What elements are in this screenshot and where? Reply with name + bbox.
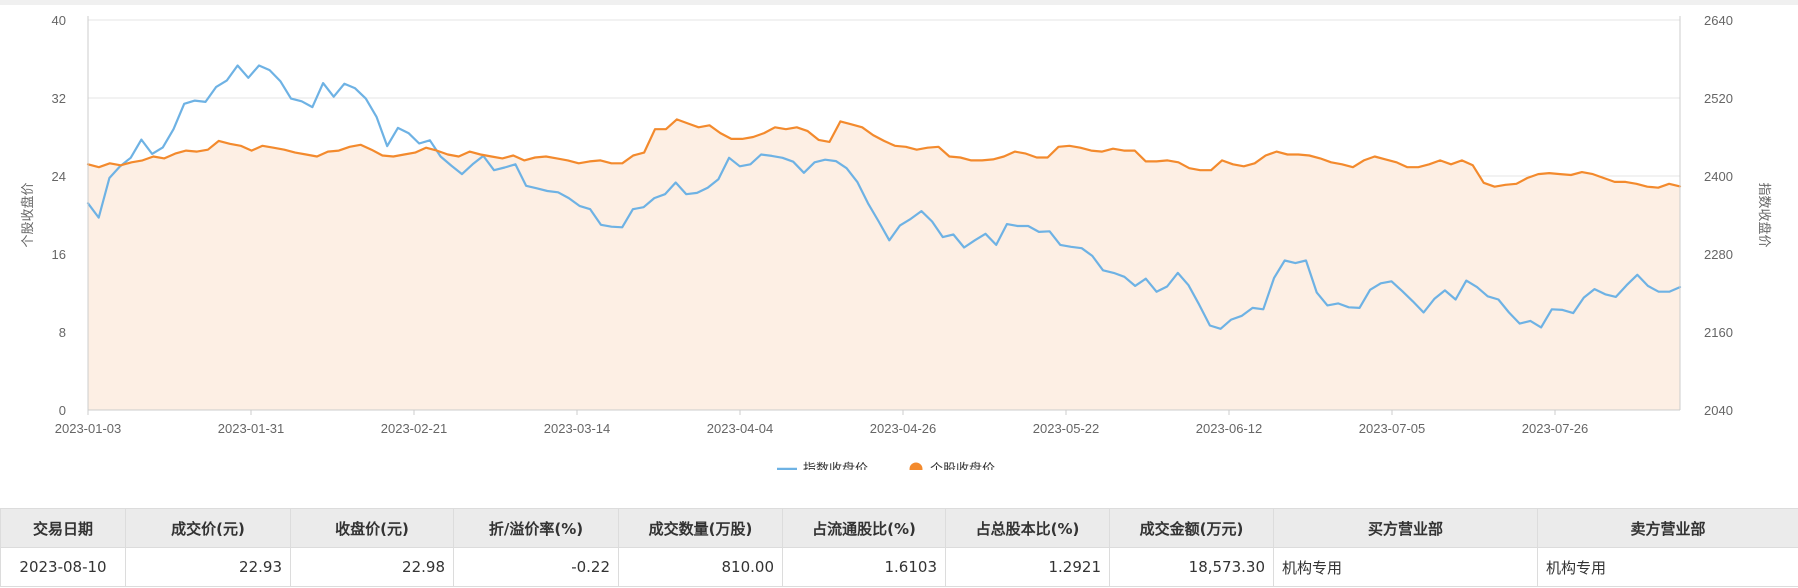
chart-legend[interactable]: 指数收盘价 个股收盘价	[777, 461, 995, 470]
cell-premium-rate: -0.22	[453, 547, 619, 587]
axes: 0 8 16 24 32 40 2040 2160 2280 2400 2520 2640 2023-0…	[52, 13, 1733, 436]
table-header-row: 交易日期 成交价(元) 收盘价(元) 折/溢价率(%) 成交数量(万股) 占流通…	[0, 508, 1798, 548]
col-total-share-ratio: 占总股本比(%)	[945, 508, 1110, 548]
cell-buyer: 机构专用	[1273, 547, 1538, 587]
cell-volume: 810.00	[618, 547, 783, 587]
block-trade-table: 交易日期 成交价(元) 收盘价(元) 折/溢价率(%) 成交数量(万股) 占流通…	[0, 508, 1798, 587]
cell-trade-price: 22.93	[125, 547, 291, 587]
cell-float-share-ratio: 1.6103	[782, 547, 946, 587]
x-tick-label: 2023-06-12	[1196, 421, 1263, 436]
price-chart: 0 8 16 24 32 40 2040 2160 2280 2400 2520 2640 2023-0…	[20, 13, 1772, 470]
x-tick-label: 2023-01-31	[218, 421, 285, 436]
x-tick-label: 2023-04-04	[707, 421, 774, 436]
col-float-share-ratio: 占流通股比(%)	[782, 508, 946, 548]
x-tick-label: 2023-07-05	[1359, 421, 1426, 436]
col-premium-rate: 折/溢价率(%)	[453, 508, 619, 548]
y-right-tick-label: 2040	[1704, 403, 1733, 418]
cell-seller: 机构专用	[1537, 547, 1798, 587]
y-left-tick-label: 16	[52, 247, 66, 262]
stock-area	[88, 119, 1680, 411]
y-left-tick-label: 24	[52, 169, 66, 184]
cell-close-price: 22.98	[290, 547, 454, 587]
y-right-tick-label: 2400	[1704, 169, 1733, 184]
y-left-tick-label: 32	[52, 91, 66, 106]
table-row: 2023-08-10 22.93 22.98 -0.22 810.00 1.61…	[0, 547, 1798, 587]
y-right-tick-label: 2280	[1704, 247, 1733, 262]
col-seller: 卖方营业部	[1537, 508, 1798, 548]
cell-amount: 18,573.30	[1109, 547, 1274, 587]
stock-price-line	[86, 118, 1682, 189]
x-tick-label: 2023-03-14	[544, 421, 611, 436]
y-left-tick-label: 0	[59, 403, 66, 418]
y-right-tick-label: 2160	[1704, 325, 1733, 340]
cell-trade-date: 2023-08-10	[0, 547, 126, 587]
y-right-tick-label: 2640	[1704, 13, 1733, 28]
col-amount: 成交金额(万元)	[1109, 508, 1274, 548]
col-buyer: 买方营业部	[1273, 508, 1538, 548]
col-trade-price: 成交价(元)	[125, 508, 291, 548]
y-left-tick-label: 8	[59, 325, 66, 340]
x-tick-label: 2023-05-22	[1033, 421, 1100, 436]
legend-stock-swatch[interactable]	[909, 462, 923, 471]
x-tick-label: 2023-02-21	[381, 421, 448, 436]
index-price-line	[86, 64, 1682, 330]
series-lines	[86, 64, 1682, 330]
x-tick-label: 2023-07-26	[1522, 421, 1589, 436]
col-close-price: 收盘价(元)	[290, 508, 454, 548]
stock-price-area	[88, 119, 1680, 411]
col-volume: 成交数量(万股)	[618, 508, 783, 548]
y-right-axis-title: 指数收盘价	[1756, 182, 1772, 247]
y-right-tick-label: 2520	[1704, 91, 1733, 106]
x-tick-label: 2023-04-26	[870, 421, 937, 436]
y-left-tick-label: 40	[52, 13, 66, 28]
legend-index-label[interactable]: 指数收盘价	[803, 461, 868, 470]
col-trade-date: 交易日期	[0, 508, 126, 548]
top-divider	[0, 0, 1798, 5]
x-tick-label: 2023-01-03	[55, 421, 122, 436]
cell-total-share-ratio: 1.2921	[945, 547, 1110, 587]
y-left-axis-title: 个股收盘价	[20, 182, 36, 247]
legend-stock-label[interactable]: 个股收盘价	[930, 461, 995, 470]
